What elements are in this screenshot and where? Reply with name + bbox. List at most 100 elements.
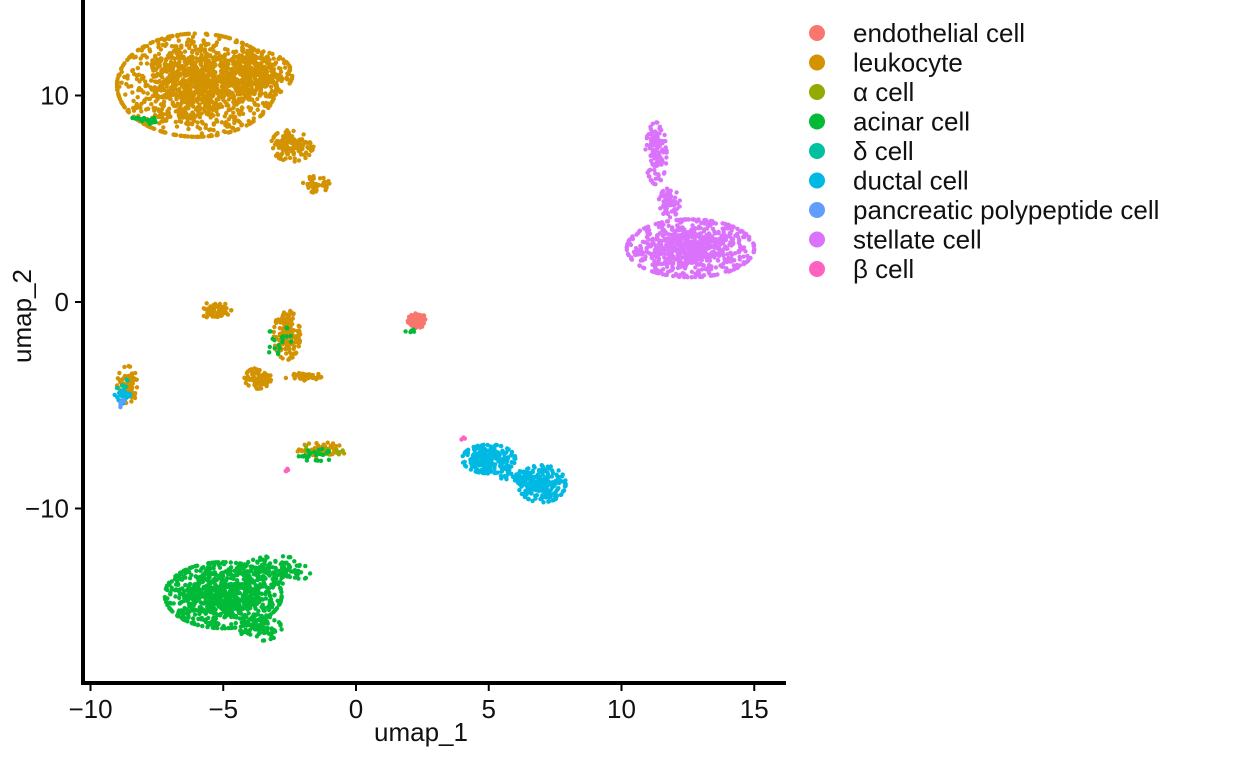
data-point [185,60,190,65]
data-point [139,109,144,114]
data-point [658,268,663,274]
data-point [200,607,205,612]
data-point [246,71,252,76]
data-point [713,221,719,226]
data-point [260,597,266,602]
data-point [662,238,667,243]
data-point [168,592,173,597]
data-point [208,80,213,85]
data-point [252,61,257,67]
data-point [715,272,720,277]
data-point [677,274,682,279]
data-point [649,252,654,257]
data-point [215,625,220,631]
data-point [549,474,555,479]
data-point [684,273,689,278]
data-point [240,111,246,117]
data-point [163,586,169,592]
data-point [177,592,183,597]
data-point [214,133,219,138]
data-point [628,256,634,261]
data-point [161,86,166,91]
data-point [163,81,168,86]
data-point [131,98,136,104]
data-point [121,384,126,389]
data-point [240,40,245,46]
data-point [252,617,257,622]
data-point [150,39,155,45]
data-point [239,620,244,625]
data-point [678,251,683,256]
data-point [265,69,270,75]
data-point [280,330,285,335]
data-point [696,268,701,273]
data-point [210,625,215,630]
data-point [686,231,691,236]
data-point [266,568,272,573]
data-point [275,572,281,578]
data-point [244,123,249,128]
data-point [226,604,231,609]
data-point [296,576,301,581]
data-point [253,606,258,611]
data-point [256,632,261,637]
data-point [203,31,209,37]
data-point [666,223,671,228]
data-point [125,57,130,63]
data-point [312,449,317,455]
data-point [159,119,164,124]
data-point [492,466,497,471]
data-point [690,223,695,228]
data-point [267,561,273,566]
data-point [147,121,152,127]
data-point [115,376,121,381]
data-point [156,44,161,49]
data-point [231,110,236,116]
data-point [234,77,240,82]
data-point [174,69,180,75]
data-point [211,566,216,571]
data-point [269,605,275,610]
data-point [114,82,120,87]
data-point [143,79,148,84]
data-point [267,50,272,56]
data-point [202,47,208,52]
data-point [126,109,131,115]
data-point [663,145,668,150]
data-point [232,102,237,107]
data-point [713,265,719,270]
data-point [219,583,224,588]
data-point [334,447,339,452]
data-point [687,240,692,245]
data-point [173,594,178,599]
data-point [251,375,256,381]
data-point [251,565,256,570]
data-point [704,233,709,238]
data-point [136,72,142,78]
data-point [237,53,242,58]
data-point [273,60,279,65]
data-point [301,142,306,147]
data-point [475,467,480,472]
data-point [659,127,664,133]
data-point [129,386,134,391]
data-point [150,94,155,99]
data-point [223,68,228,74]
data-point [255,560,260,565]
data-point [199,131,204,136]
data-point [253,66,259,71]
data-point [287,81,292,86]
data-point [134,105,139,111]
data-point [296,370,302,376]
data-point [214,109,219,114]
data-point [193,594,199,600]
data-point [251,111,257,116]
data-point [130,90,135,95]
data-point [316,447,322,452]
data-point [190,63,195,69]
data-point [308,144,313,149]
data-point [249,57,254,62]
data-point [231,81,236,87]
data-point [523,488,528,493]
data-point [512,454,518,459]
